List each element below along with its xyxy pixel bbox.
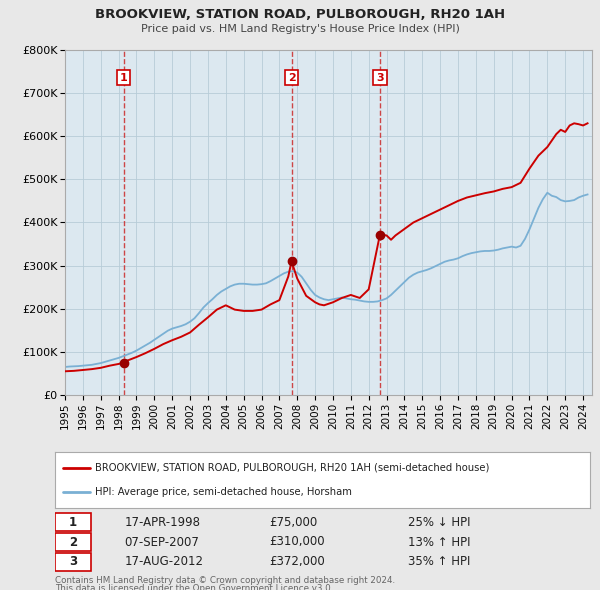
Text: 2: 2 — [69, 536, 77, 549]
Text: 17-AUG-2012: 17-AUG-2012 — [125, 555, 203, 568]
Text: 35% ↑ HPI: 35% ↑ HPI — [408, 555, 470, 568]
Text: 2: 2 — [287, 73, 295, 83]
Text: 1: 1 — [120, 73, 128, 83]
Text: 17-APR-1998: 17-APR-1998 — [125, 516, 200, 529]
Text: £372,000: £372,000 — [269, 555, 325, 568]
Text: 13% ↑ HPI: 13% ↑ HPI — [408, 536, 470, 549]
FancyBboxPatch shape — [55, 553, 91, 571]
Text: £75,000: £75,000 — [269, 516, 317, 529]
Text: BROOKVIEW, STATION ROAD, PULBOROUGH, RH20 1AH: BROOKVIEW, STATION ROAD, PULBOROUGH, RH2… — [95, 8, 505, 21]
Text: 3: 3 — [69, 555, 77, 568]
FancyBboxPatch shape — [55, 533, 91, 551]
Text: HPI: Average price, semi-detached house, Horsham: HPI: Average price, semi-detached house,… — [95, 487, 352, 497]
Text: Contains HM Land Registry data © Crown copyright and database right 2024.: Contains HM Land Registry data © Crown c… — [55, 576, 395, 585]
Text: This data is licensed under the Open Government Licence v3.0.: This data is licensed under the Open Gov… — [55, 584, 334, 590]
FancyBboxPatch shape — [55, 513, 91, 531]
Text: 07-SEP-2007: 07-SEP-2007 — [125, 536, 199, 549]
Text: BROOKVIEW, STATION ROAD, PULBOROUGH, RH20 1AH (semi-detached house): BROOKVIEW, STATION ROAD, PULBOROUGH, RH2… — [95, 463, 490, 473]
Text: 3: 3 — [376, 73, 384, 83]
Text: 1: 1 — [69, 516, 77, 529]
Text: 25% ↓ HPI: 25% ↓ HPI — [408, 516, 470, 529]
Text: Price paid vs. HM Land Registry's House Price Index (HPI): Price paid vs. HM Land Registry's House … — [140, 24, 460, 34]
Text: £310,000: £310,000 — [269, 536, 325, 549]
